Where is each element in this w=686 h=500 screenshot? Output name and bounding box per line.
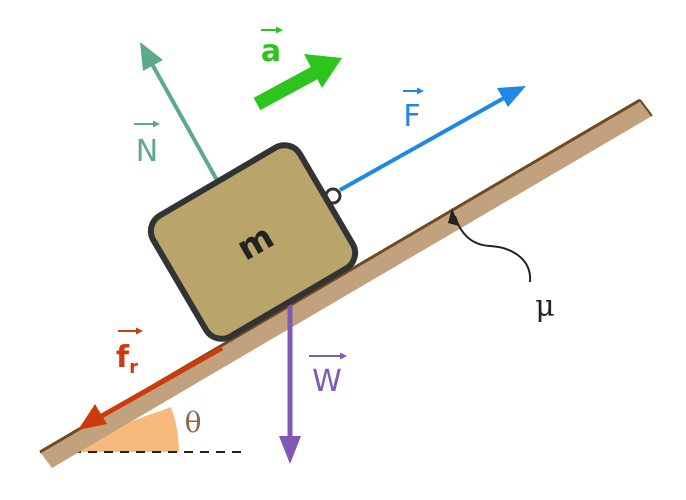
applied-force-label: F xyxy=(403,99,420,134)
normal-force-arrow-line xyxy=(150,63,220,183)
applied-force-vector-tip xyxy=(417,87,424,95)
angle-label: θ xyxy=(185,406,202,439)
normal-force-arrow-head xyxy=(140,42,163,71)
friction-coefficient-pointer-head xyxy=(448,208,459,226)
applied-force-arrow-line xyxy=(339,96,505,192)
mass-block xyxy=(147,142,359,342)
acceleration-arrow-head xyxy=(304,54,342,88)
normal-force-vector-tip xyxy=(153,120,160,128)
weight-arrow-head xyxy=(279,436,301,464)
friction-arrow-line xyxy=(96,345,224,421)
friction-label: fr xyxy=(116,340,138,378)
normal-force-label: N xyxy=(136,134,158,169)
friction-coefficient-label: μ xyxy=(535,289,555,324)
friction-label-subscript: r xyxy=(129,357,138,378)
friction-coefficient-pointer xyxy=(454,215,532,283)
acceleration-arrow-line xyxy=(253,64,322,111)
incline-right-edge xyxy=(639,99,653,117)
friction-vector-tip xyxy=(136,327,143,335)
weight-label: W xyxy=(312,364,342,399)
weight-vector-tip xyxy=(340,352,347,360)
applied-force-arrow-head xyxy=(497,86,526,107)
acceleration-vector-tip xyxy=(276,26,283,34)
incline-plane xyxy=(40,100,652,468)
acceleration-label: a xyxy=(261,34,281,69)
friction-arrow-head xyxy=(78,404,107,430)
friction-label-main: f xyxy=(116,340,130,375)
